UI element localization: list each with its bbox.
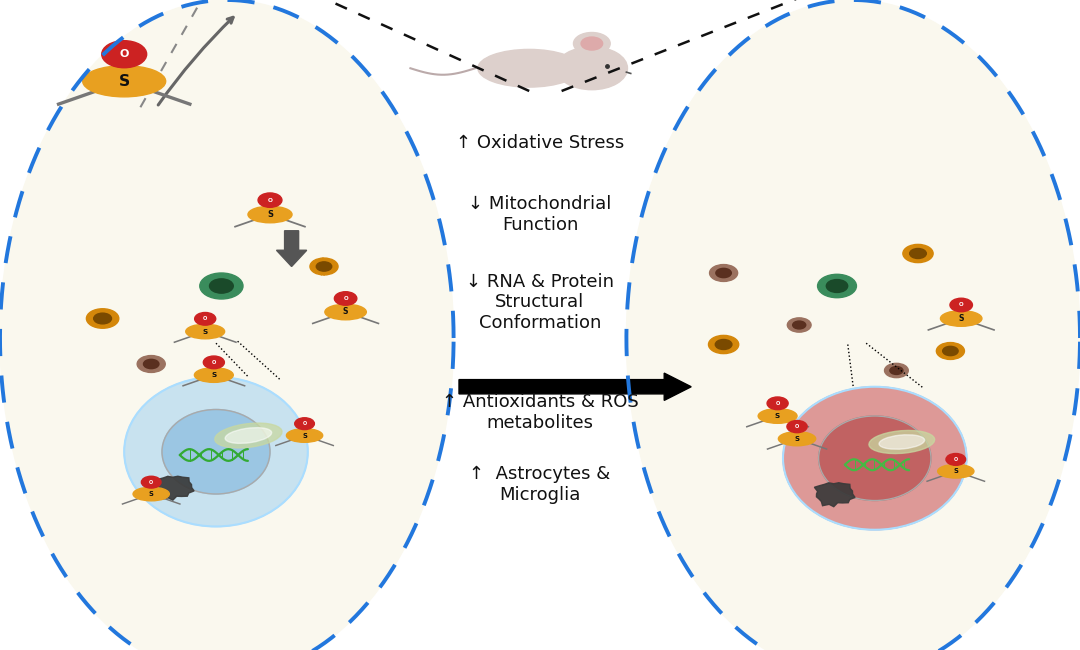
Text: S: S xyxy=(203,328,207,335)
Polygon shape xyxy=(153,476,194,500)
Circle shape xyxy=(767,397,788,410)
Circle shape xyxy=(335,292,356,306)
Ellipse shape xyxy=(186,324,225,339)
Ellipse shape xyxy=(783,387,967,530)
Ellipse shape xyxy=(194,368,233,382)
Text: O: O xyxy=(268,198,272,203)
Circle shape xyxy=(102,41,147,68)
Circle shape xyxy=(943,346,958,356)
Circle shape xyxy=(573,32,610,55)
Text: S: S xyxy=(267,210,273,219)
Ellipse shape xyxy=(758,409,797,423)
Text: S: S xyxy=(149,491,153,497)
Circle shape xyxy=(903,244,933,263)
Circle shape xyxy=(716,268,731,278)
Ellipse shape xyxy=(325,304,366,320)
Ellipse shape xyxy=(869,430,934,454)
Ellipse shape xyxy=(133,488,170,500)
Text: ↓ RNA & Protein
Structural
Conformation: ↓ RNA & Protein Structural Conformation xyxy=(465,272,615,332)
Text: O: O xyxy=(954,457,958,462)
Circle shape xyxy=(818,274,856,298)
Ellipse shape xyxy=(225,428,272,443)
Text: O: O xyxy=(343,296,348,301)
Ellipse shape xyxy=(215,423,282,448)
Text: O: O xyxy=(795,424,799,429)
Text: ↓ Mitochondrial
Function: ↓ Mitochondrial Function xyxy=(469,195,611,234)
Circle shape xyxy=(200,273,243,299)
Text: ↑  Astrocytes &
Microglia: ↑ Astrocytes & Microglia xyxy=(470,465,610,504)
Text: ↑ Oxidative Stress: ↑ Oxidative Stress xyxy=(456,134,624,152)
Circle shape xyxy=(885,363,908,378)
Ellipse shape xyxy=(162,410,270,494)
Circle shape xyxy=(137,356,165,372)
Text: S: S xyxy=(954,468,958,474)
Ellipse shape xyxy=(879,435,924,449)
Ellipse shape xyxy=(478,49,581,87)
Text: S: S xyxy=(119,73,130,89)
Circle shape xyxy=(946,454,966,465)
Ellipse shape xyxy=(124,377,308,526)
Circle shape xyxy=(710,265,738,281)
Text: O: O xyxy=(212,360,216,365)
Ellipse shape xyxy=(819,416,931,500)
Ellipse shape xyxy=(626,0,1080,650)
Circle shape xyxy=(708,335,739,354)
Text: S: S xyxy=(795,436,799,442)
Text: O: O xyxy=(302,421,307,426)
Circle shape xyxy=(86,309,119,328)
Ellipse shape xyxy=(286,429,323,443)
FancyArrow shape xyxy=(276,231,307,266)
Circle shape xyxy=(203,356,225,369)
Text: O: O xyxy=(149,480,153,485)
Ellipse shape xyxy=(248,206,292,223)
Text: O: O xyxy=(120,49,129,59)
Ellipse shape xyxy=(83,66,165,97)
Circle shape xyxy=(715,339,732,350)
FancyArrow shape xyxy=(459,373,691,400)
Text: S: S xyxy=(212,372,216,378)
Text: S: S xyxy=(775,413,780,419)
Circle shape xyxy=(950,298,972,312)
Polygon shape xyxy=(814,483,855,507)
Circle shape xyxy=(556,47,627,90)
Text: S: S xyxy=(302,432,307,439)
Ellipse shape xyxy=(941,311,982,326)
Circle shape xyxy=(909,248,927,259)
Text: S: S xyxy=(958,314,964,323)
Circle shape xyxy=(581,37,603,50)
Circle shape xyxy=(210,279,233,293)
Circle shape xyxy=(144,359,159,369)
Ellipse shape xyxy=(779,432,815,446)
Circle shape xyxy=(141,476,161,488)
Circle shape xyxy=(194,313,216,325)
Circle shape xyxy=(936,343,964,359)
Circle shape xyxy=(310,258,338,275)
Text: O: O xyxy=(203,317,207,321)
Text: ↑ Antioxidants & ROS
metabolites: ↑ Antioxidants & ROS metabolites xyxy=(442,393,638,432)
Text: O: O xyxy=(959,302,963,307)
Circle shape xyxy=(890,367,903,374)
Ellipse shape xyxy=(937,465,974,478)
Ellipse shape xyxy=(0,0,454,650)
Circle shape xyxy=(787,421,807,433)
Circle shape xyxy=(826,280,848,292)
Text: O: O xyxy=(775,401,780,406)
Circle shape xyxy=(94,313,111,324)
Circle shape xyxy=(295,418,314,430)
Circle shape xyxy=(787,318,811,332)
Circle shape xyxy=(793,321,806,329)
Circle shape xyxy=(258,193,282,207)
Circle shape xyxy=(316,262,332,271)
Text: S: S xyxy=(342,307,349,317)
